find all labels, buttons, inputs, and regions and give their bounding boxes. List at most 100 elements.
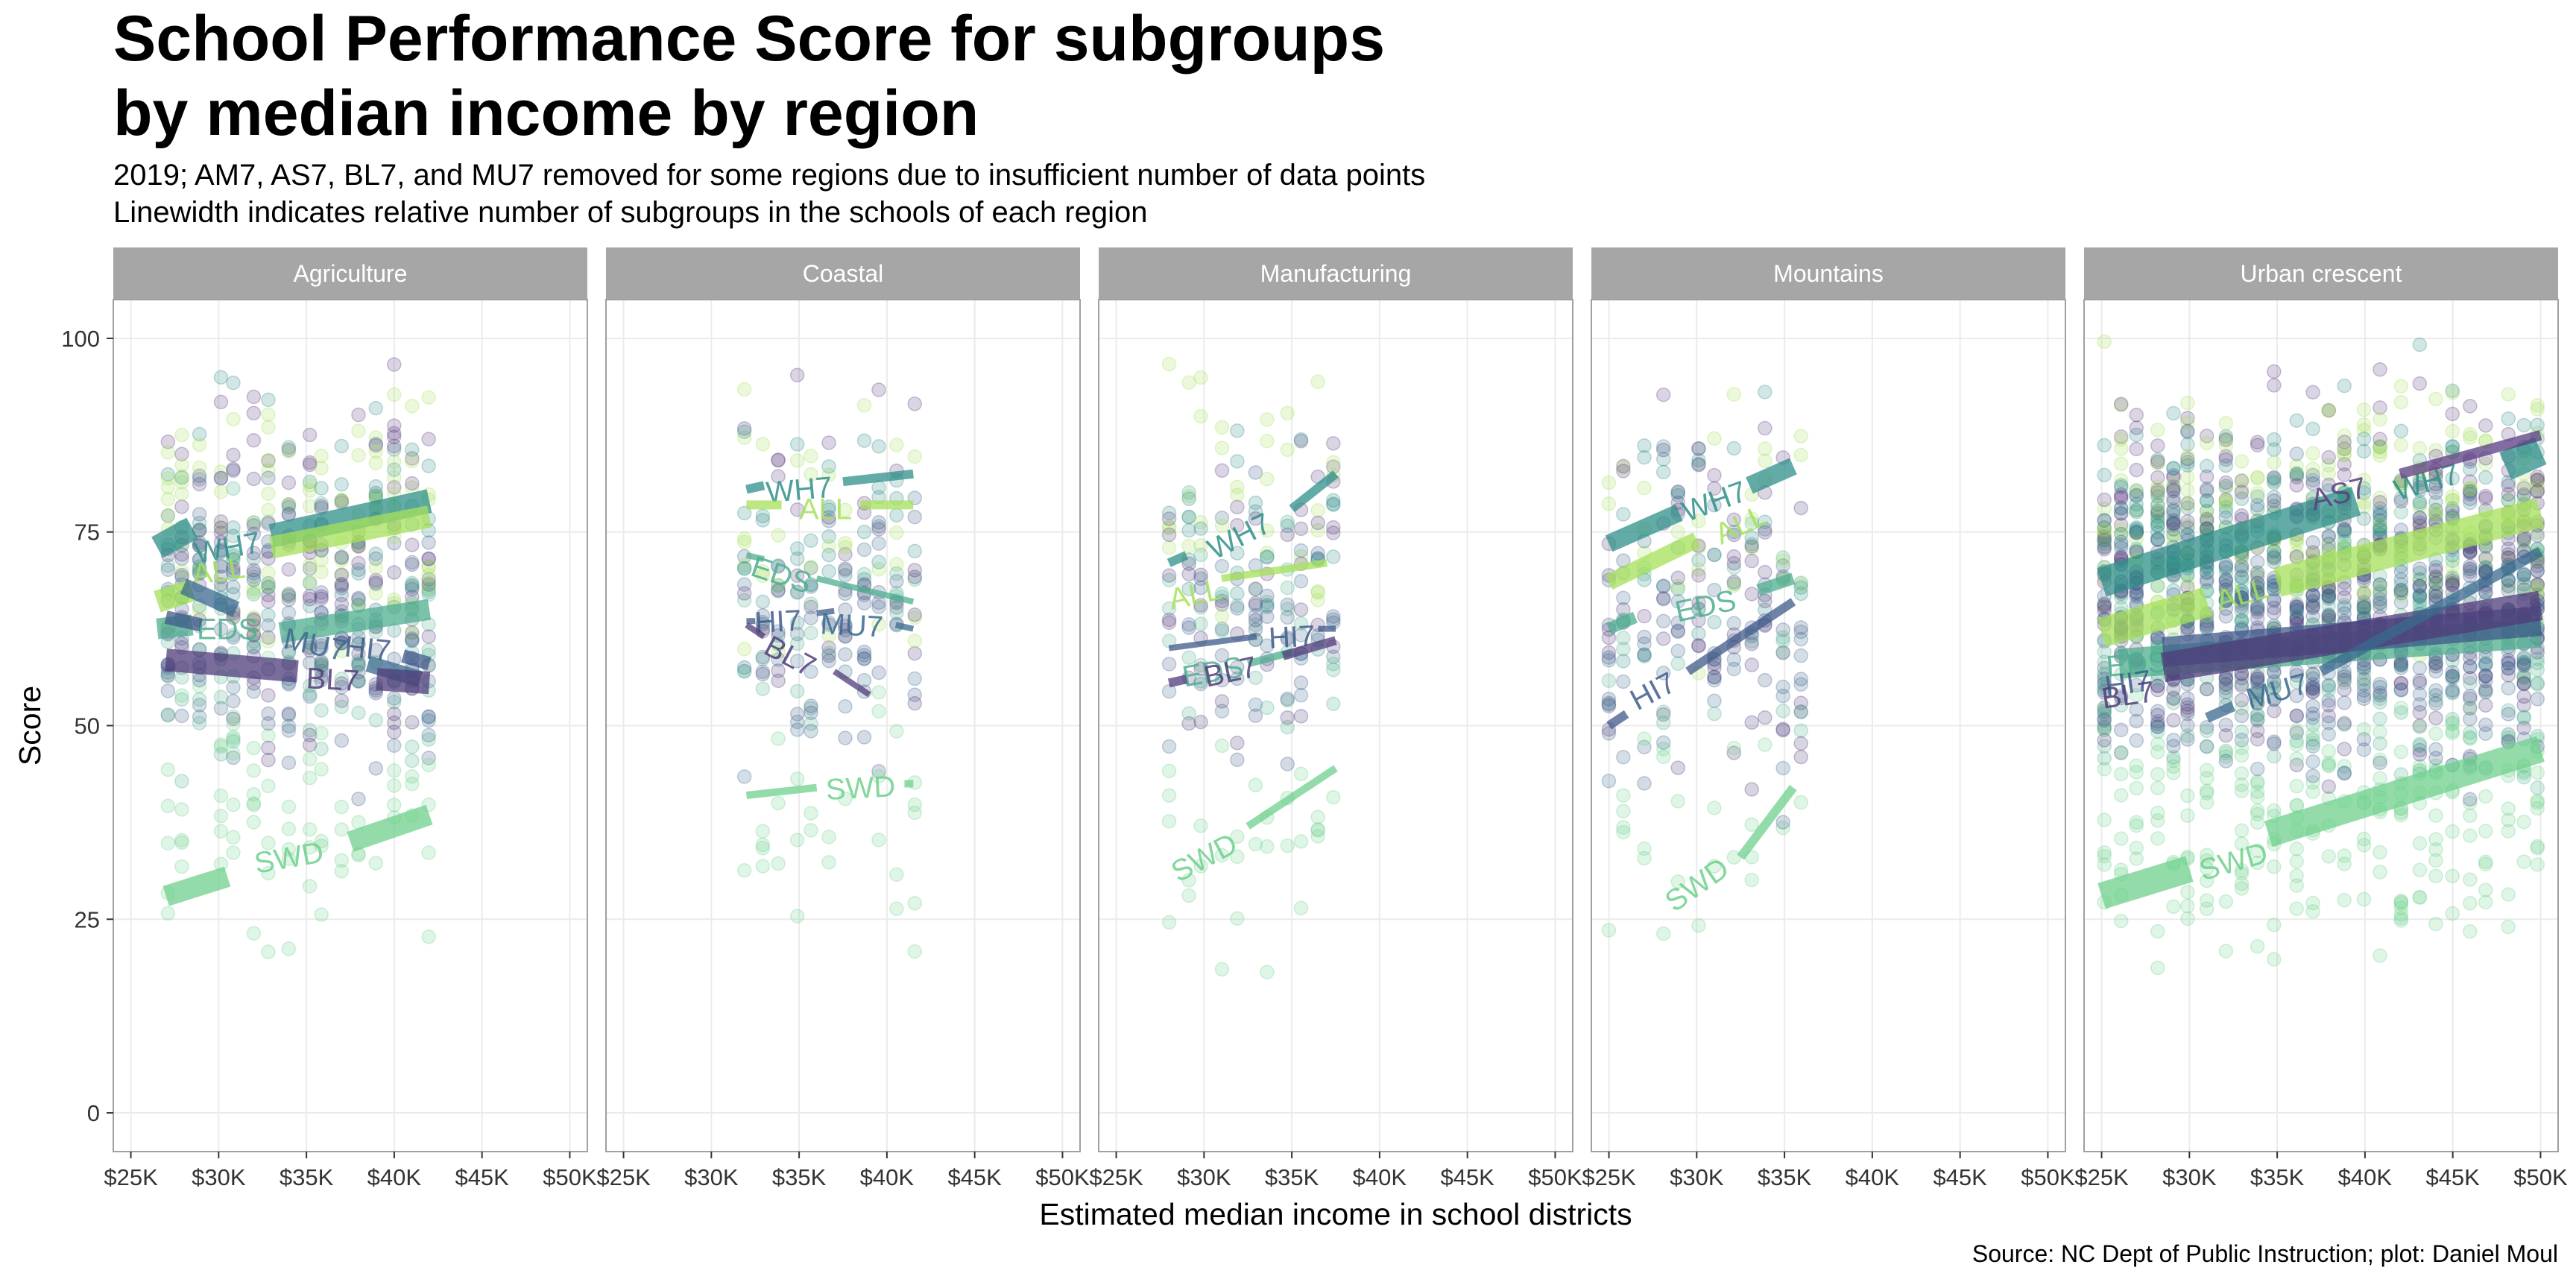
scatter-point xyxy=(2478,668,2493,683)
scatter-point xyxy=(2428,560,2443,575)
scatter-point xyxy=(2337,446,2352,462)
scatter-point xyxy=(1230,829,1245,845)
scatter-point xyxy=(2356,600,2372,615)
scatter-point xyxy=(1670,581,1686,597)
scatter-point xyxy=(213,543,229,559)
scatter-point xyxy=(314,552,329,567)
scatter-point xyxy=(2321,607,2337,622)
scatter-point xyxy=(2412,742,2428,758)
scatter-point xyxy=(2166,733,2181,748)
scatter-point xyxy=(1726,575,1742,590)
scatter-point xyxy=(2113,526,2129,542)
scatter-point xyxy=(2180,496,2195,511)
scatter-point xyxy=(871,382,886,397)
scatter-point xyxy=(226,845,241,860)
scatter-point xyxy=(2393,491,2409,506)
scatter-point xyxy=(771,452,786,467)
trend-line-label-bl7: BL7 xyxy=(2100,675,2157,715)
scatter-point xyxy=(2218,749,2234,764)
scatter-point xyxy=(2373,845,2387,860)
scatter-point xyxy=(421,581,436,597)
scatter-point xyxy=(192,468,207,484)
scatter-point xyxy=(351,646,366,661)
scatter-point xyxy=(261,752,276,768)
scatter-point xyxy=(213,484,229,499)
scatter-point xyxy=(2113,913,2129,929)
scatter-point xyxy=(2180,449,2195,464)
scatter-point xyxy=(2373,677,2387,692)
scatter-point xyxy=(2113,745,2129,760)
x-tick-label: $25K xyxy=(1089,1164,1143,1190)
scatter-point xyxy=(2463,725,2478,740)
scatter-point xyxy=(1793,429,1808,443)
scatter-point xyxy=(838,629,853,644)
scatter-point xyxy=(856,433,872,448)
scatter-point xyxy=(856,596,872,611)
scatter-point xyxy=(2267,551,2282,566)
scatter-point xyxy=(1193,571,1208,587)
scatter-point xyxy=(1775,634,1790,648)
scatter-point xyxy=(421,560,436,575)
scatter-point xyxy=(1181,509,1196,525)
scatter-point xyxy=(2267,692,2282,707)
scatter-point xyxy=(2218,481,2234,496)
scatter-point xyxy=(1601,673,1617,689)
scatter-point xyxy=(789,453,805,468)
scatter-point xyxy=(302,455,318,470)
scatter-point xyxy=(2113,397,2129,411)
scatter-point xyxy=(2150,682,2165,698)
scatter-point xyxy=(1181,650,1196,666)
scatter-point xyxy=(2218,578,2234,594)
scatter-point xyxy=(2166,517,2181,533)
scatter-point xyxy=(2412,589,2428,604)
scatter-point xyxy=(2356,602,2372,617)
scatter-point xyxy=(1744,539,1759,554)
scatter-point xyxy=(368,643,384,657)
scatter-point xyxy=(2199,873,2214,888)
scatter-point xyxy=(334,733,350,748)
scatter-point xyxy=(1637,449,1652,465)
scatter-point xyxy=(2218,944,2234,959)
scatter-point xyxy=(2234,748,2250,763)
scatter-point xyxy=(1707,467,1722,483)
x-tick-label: $45K xyxy=(1933,1164,1987,1190)
scatter-point xyxy=(2428,495,2443,510)
scatter-point xyxy=(1691,562,1706,577)
scatter-point xyxy=(368,430,384,445)
scatter-point xyxy=(736,586,752,601)
scatter-point xyxy=(1637,776,1652,791)
scatter-point xyxy=(1260,598,1275,613)
scatter-point xyxy=(334,799,350,815)
scatter-point xyxy=(213,394,229,410)
scatter-point xyxy=(1260,412,1275,427)
scatter-point xyxy=(2250,581,2265,597)
scatter-point xyxy=(351,562,366,578)
scatter-point xyxy=(1793,749,1808,765)
scatter-point xyxy=(2501,727,2516,742)
scatter-point xyxy=(1793,620,1808,635)
scatter-point xyxy=(2428,443,2443,458)
scatter-point xyxy=(2234,724,2250,739)
scatter-point xyxy=(1193,661,1208,676)
scatter-point xyxy=(1230,479,1245,495)
scatter-point xyxy=(2166,476,2181,492)
scatter-point xyxy=(2516,577,2531,592)
scatter-point xyxy=(2267,490,2282,505)
scatter-point xyxy=(160,470,176,486)
scatter-point xyxy=(2150,514,2165,529)
scatter-point xyxy=(1280,602,1295,616)
scatter-point xyxy=(1655,704,1671,719)
scatter-point xyxy=(261,716,276,731)
scatter-point xyxy=(2180,575,2195,590)
scatter-point xyxy=(2129,758,2144,773)
scatter-point xyxy=(2289,688,2305,704)
scatter-point xyxy=(2530,402,2545,417)
scatter-point xyxy=(2393,700,2409,716)
scatter-point xyxy=(1775,558,1790,573)
scatter-point xyxy=(2234,570,2250,586)
scatter-point xyxy=(261,486,276,502)
scatter-point xyxy=(2097,717,2112,733)
scatter-point xyxy=(2150,456,2165,471)
scatter-point xyxy=(302,770,318,786)
scatter-point xyxy=(2393,745,2409,760)
